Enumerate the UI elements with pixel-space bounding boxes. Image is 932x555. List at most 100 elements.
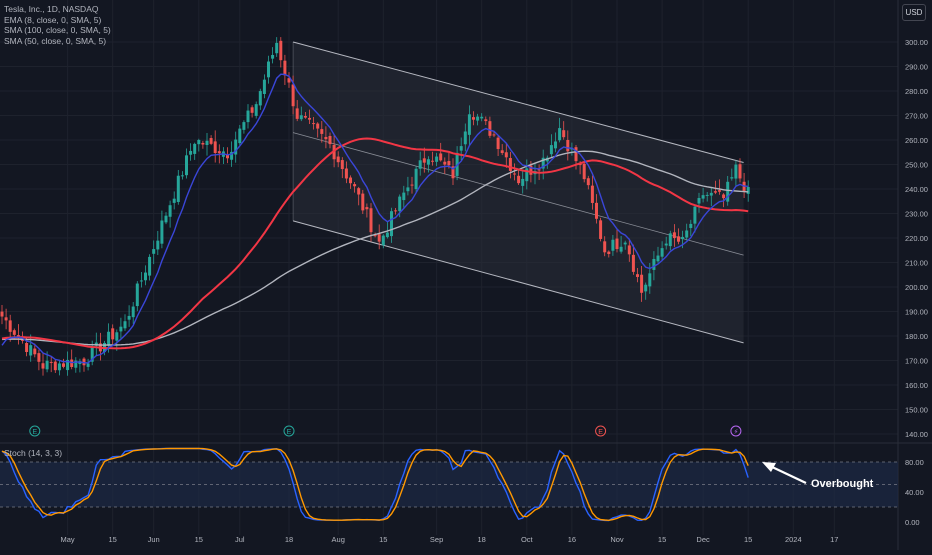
candle [488,116,492,139]
candle [459,137,463,161]
candle [41,353,45,376]
price-tick-label: 280.00 [905,87,928,96]
candle [504,142,508,168]
time-tick-label: 18 [478,535,486,544]
candle [677,228,680,245]
candle [611,235,615,256]
price-tick-label: 250.00 [905,161,928,170]
candle [82,357,86,372]
currency-button[interactable]: USD [902,4,926,21]
candle [349,175,352,189]
event-markers: E E E ⚡ [29,425,742,437]
candle [586,175,590,190]
candle [500,144,504,156]
candle [685,223,689,241]
candle [476,113,480,126]
candle [631,244,635,275]
candle [590,175,594,210]
candle [496,135,500,157]
candle [172,191,176,210]
candle [627,238,631,262]
time-tick-label: 16 [568,535,576,544]
price-tick-label: 200.00 [905,283,928,292]
stoch-d-line [1,447,749,522]
legend-sma50[interactable]: SMA (50, close, 0, SMA, 5) [4,35,107,46]
stoch-legend[interactable]: Stoch (14, 3, 3) [4,448,63,458]
candle [607,250,611,258]
price-tick-label: 170.00 [905,357,928,366]
candle [324,126,328,149]
candle [4,308,8,330]
candle [193,142,197,160]
sma100-line [1,150,749,346]
candle [66,351,70,376]
legend-ema8[interactable]: EMA (8, close, 0, SMA, 5) [4,14,102,25]
time-tick-label: 18 [285,535,293,544]
candle [463,123,467,152]
candle [517,169,521,186]
candle [426,156,430,173]
candle [279,37,283,68]
candle [185,148,188,179]
candle [541,149,545,180]
candle [144,265,147,286]
candle [123,314,127,331]
candle [201,140,205,149]
candle [390,207,393,243]
candle [156,230,160,255]
svg-text:E: E [598,429,603,436]
candle [410,176,414,194]
candle [414,166,418,194]
price-tick-label: 140.00 [905,430,928,439]
candle [595,194,598,224]
time-tick-label: Aug [332,535,345,544]
candle [164,212,168,225]
candle [521,171,525,194]
candle [49,356,53,373]
price-tick-label: 260.00 [905,136,928,145]
sma50-line [1,137,749,350]
candle [86,358,90,371]
candle [701,187,705,203]
price-tick-label: 230.00 [905,210,928,219]
candle [33,343,37,358]
candle [139,271,143,288]
candle [53,359,57,373]
candle [0,304,4,325]
candle [451,158,455,185]
candle [242,120,246,134]
legend-symbol[interactable]: Tesla, Inc., 1D, NASDAQ [4,4,99,14]
time-tick-label: 15 [379,535,387,544]
time-tick-label: Nov [610,535,624,544]
stoch-band [0,462,898,507]
candle [549,134,553,159]
candle [246,104,250,129]
candle [336,151,340,168]
candle [738,158,742,183]
candle [131,302,135,324]
channel-upper-line [292,41,744,163]
earnings-icon: E [595,425,607,437]
candle [406,176,410,196]
candle [340,157,344,179]
candle [152,240,156,265]
candle [439,142,443,162]
time-tick-label: 15 [195,535,203,544]
candle [316,122,320,138]
time-tick-label: Jun [148,535,160,544]
stoch-pane: 80.00 40.00 0.00 [0,447,924,527]
candle [730,168,734,181]
channel-mid-line [292,132,744,256]
candle [558,117,562,143]
candle [660,241,664,262]
candle [353,181,357,193]
legend-sma100[interactable]: SMA (100, close, 0, SMA, 5) [4,25,111,35]
candle [328,132,332,149]
regression-channel [292,41,744,344]
candle [209,135,213,146]
price-tick-label: 160.00 [905,381,928,390]
price-tick-label: 240.00 [905,185,928,194]
candle [135,281,139,312]
